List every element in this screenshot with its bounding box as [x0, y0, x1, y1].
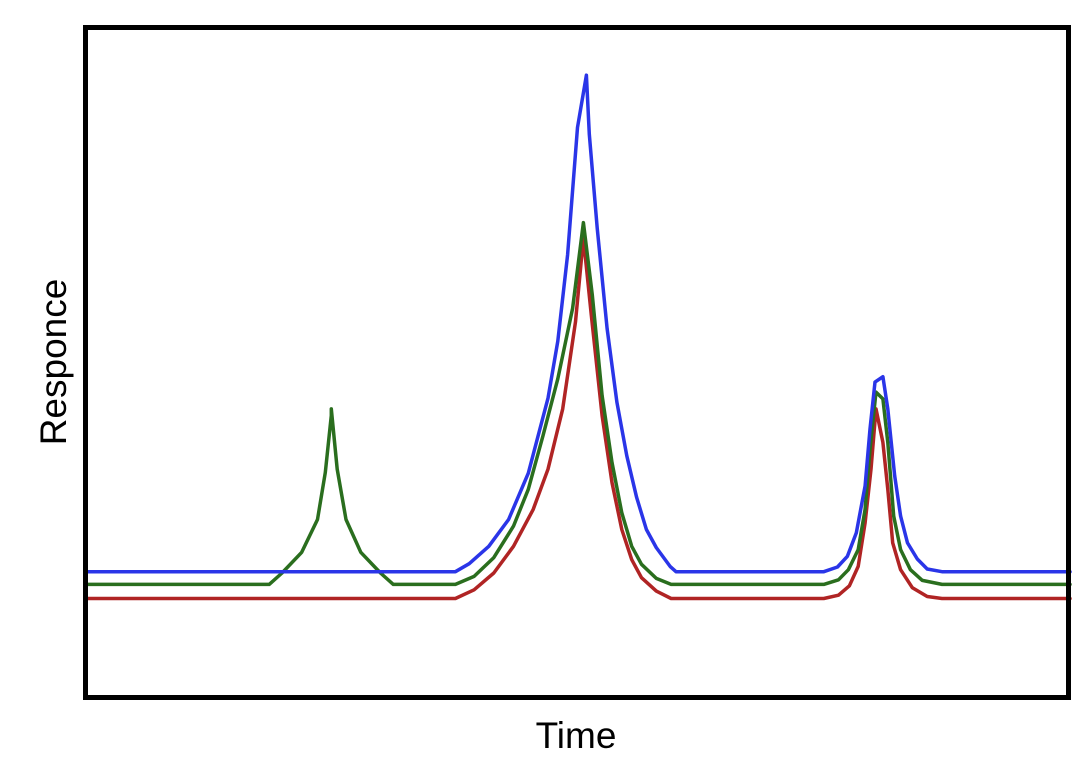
plot-frame	[83, 25, 1071, 700]
series-line-3	[83, 236, 1072, 601]
x-axis-label: Time	[536, 715, 617, 756]
series-line-1	[83, 73, 1072, 574]
series-line-2	[83, 220, 1072, 587]
series-lines	[83, 73, 1072, 601]
y-axis-label: Responce	[33, 279, 74, 446]
